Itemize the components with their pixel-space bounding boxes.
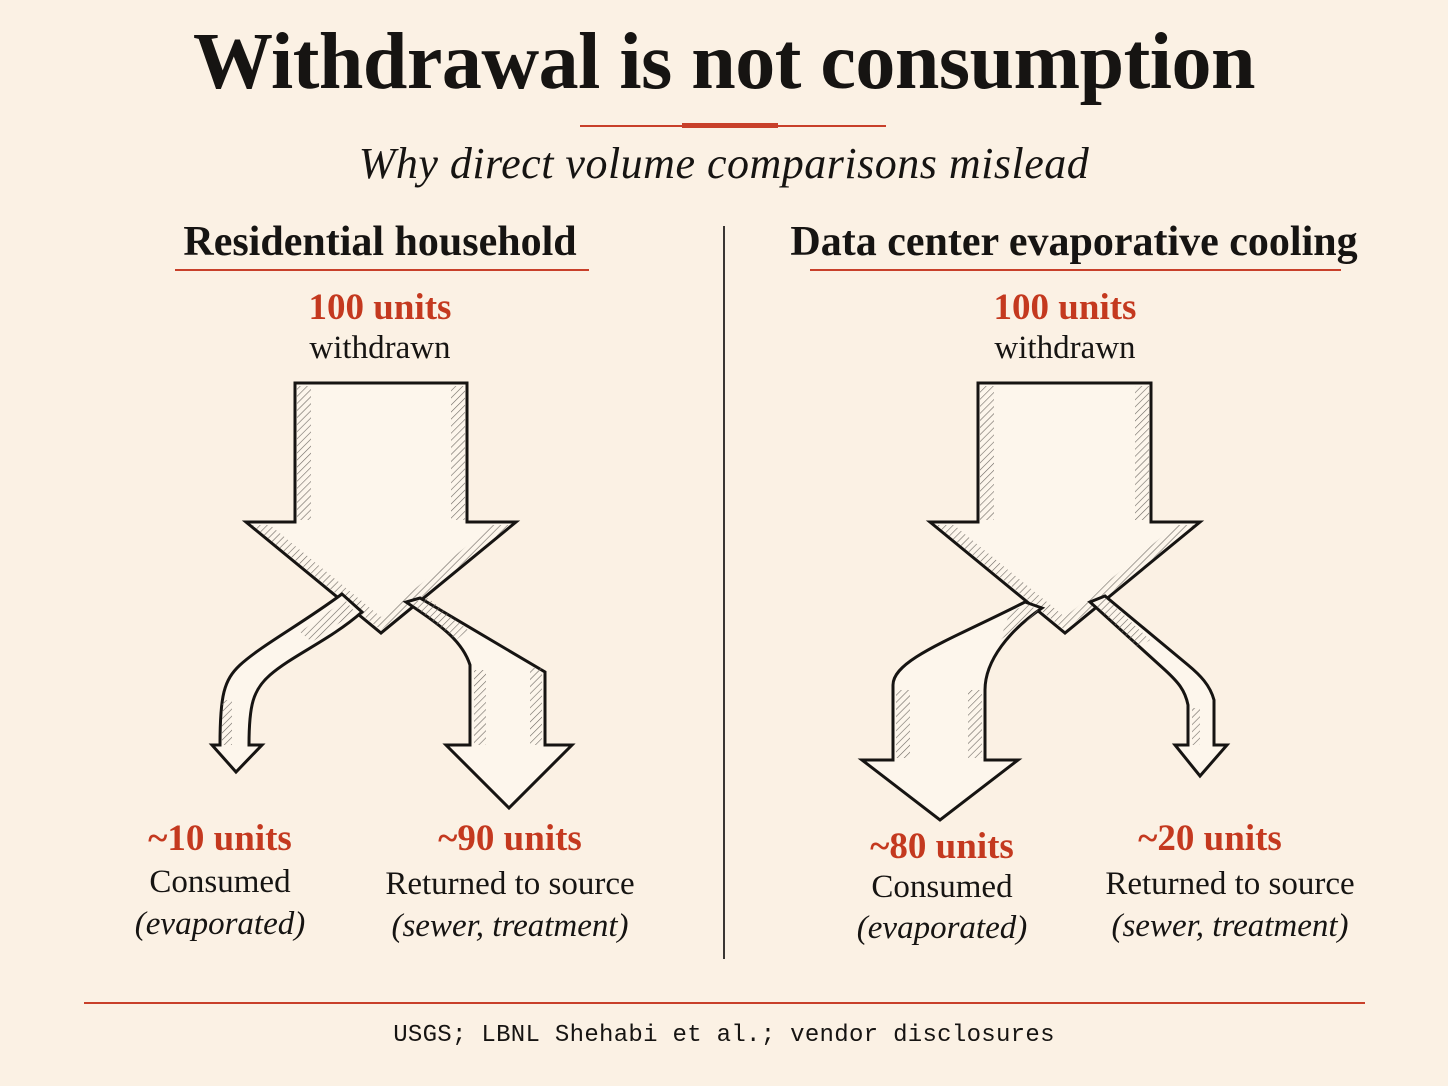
residential-withdrawn-quantity: 100 units <box>308 287 452 328</box>
residential-returned-arrow <box>402 596 576 811</box>
residential-main-arrow <box>241 381 521 635</box>
residential-consumed-label: Consumed <box>149 864 291 900</box>
datacenter-returned-note: (sewer, treatment) <box>1111 908 1349 944</box>
page-subtitle: Why direct volume comparisons mislead <box>358 139 1090 188</box>
datacenter-consumed-quantity: ~80 units <box>870 826 1014 867</box>
datacenter-main-arrow <box>925 381 1205 635</box>
residential-consumed-quantity: ~10 units <box>148 818 292 859</box>
panel-heading-rule-residential <box>175 269 589 271</box>
residential-returned-quantity: ~90 units <box>438 818 582 859</box>
datacenter-returned-label: Returned to source <box>1105 866 1355 902</box>
residential-returned-label: Returned to source <box>385 866 635 902</box>
source-citation: USGS; LBNL Shehabi et al.; vendor disclo… <box>393 1022 1055 1049</box>
datacenter-consumed-label: Consumed <box>871 869 1013 905</box>
datacenter-withdrawn-quantity: 100 units <box>993 287 1137 328</box>
footer-rule <box>84 1002 1365 1004</box>
residential-consumed-note: (evaporated) <box>134 906 306 942</box>
datacenter-consumed-note: (evaporated) <box>856 910 1028 946</box>
panel-heading-rule-datacenter <box>810 269 1341 271</box>
residential-withdrawn-label: withdrawn <box>309 330 451 366</box>
datacenter-withdrawn-label: withdrawn <box>994 330 1136 366</box>
panel-divider <box>723 226 725 959</box>
panel-heading-residential: Residential household <box>183 219 577 265</box>
residential-returned-note: (sewer, treatment) <box>391 908 629 944</box>
datacenter-returned-arrow <box>1087 594 1231 779</box>
datacenter-returned-quantity: ~20 units <box>1138 818 1282 859</box>
panel-heading-datacenter: Data center evaporative cooling <box>790 219 1358 265</box>
title-underline-accent <box>682 123 778 128</box>
datacenter-consumed-arrow <box>857 600 1046 822</box>
residential-consumed-arrow <box>208 592 365 775</box>
page-title: Withdrawal is not consumption <box>192 18 1256 106</box>
